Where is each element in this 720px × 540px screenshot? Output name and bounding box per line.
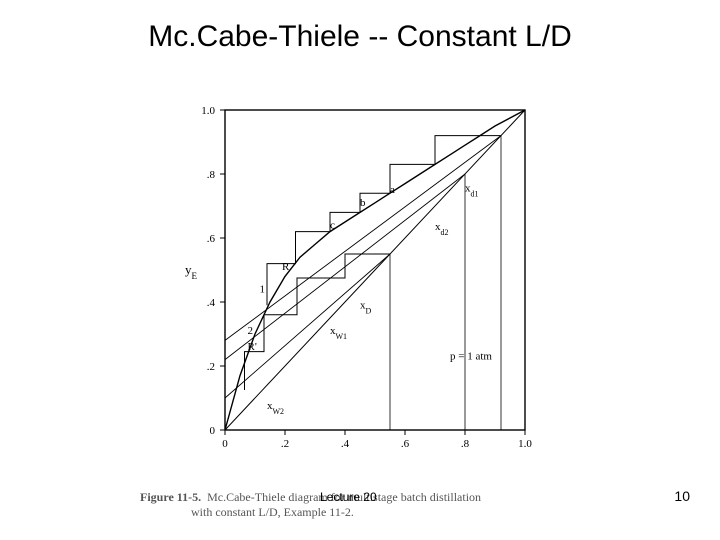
svg-text:xW1: xW1 bbox=[330, 325, 347, 341]
slide: Mc.Cabe-Thiele -- Constant L/D 0 .2 .4 .6 .8… bbox=[0, 0, 720, 540]
mccabe-thiele-chart: 0 .2 .4 .6 .8 1.0 0 .2 .4 .6 .8 1.0 yE p = 1 atm R R' 1 2… bbox=[170, 90, 570, 480]
svg-text:R: R bbox=[282, 261, 290, 273]
svg-text:.2: .2 bbox=[207, 361, 215, 373]
svg-text:a: a bbox=[390, 184, 395, 196]
svg-text:1.0: 1.0 bbox=[518, 438, 532, 450]
svg-text:xD: xD bbox=[360, 299, 372, 315]
svg-text:.4: .4 bbox=[207, 297, 216, 309]
svg-text:.8: .8 bbox=[207, 169, 216, 181]
svg-text:xd2: xd2 bbox=[435, 221, 449, 237]
slide-title: Mc.Cabe-Thiele -- Constant L/D bbox=[0, 20, 720, 54]
svg-text:0: 0 bbox=[210, 425, 216, 437]
svg-text:R': R' bbox=[248, 341, 257, 353]
svg-text:.8: .8 bbox=[461, 438, 470, 450]
figure-caption: Figure 11-5. Mc.Cabe-Thiele diagram for … bbox=[140, 490, 481, 520]
svg-text:xW2: xW2 bbox=[267, 400, 284, 416]
page-number: 10 bbox=[674, 488, 690, 504]
svg-text:.2: .2 bbox=[281, 438, 289, 450]
caption-line-2: with constant L/D, Example 11-2. bbox=[191, 505, 354, 519]
svg-text:.6: .6 bbox=[401, 438, 410, 450]
svg-text:2: 2 bbox=[248, 325, 254, 337]
svg-text:.4: .4 bbox=[341, 438, 350, 450]
svg-text:0: 0 bbox=[222, 438, 228, 450]
lecture-label: Lecture 20 bbox=[320, 490, 377, 504]
svg-text:xd1: xd1 bbox=[465, 183, 479, 199]
figure-number: Figure 11-5. bbox=[140, 490, 201, 504]
svg-text:1.0: 1.0 bbox=[201, 105, 215, 117]
svg-text:b: b bbox=[360, 197, 366, 209]
svg-text:c: c bbox=[330, 219, 335, 231]
svg-text:yE: yE bbox=[185, 262, 198, 281]
svg-text:p = 1 atm: p = 1 atm bbox=[450, 351, 492, 363]
svg-text:.6: .6 bbox=[207, 233, 216, 245]
svg-text:1: 1 bbox=[260, 283, 266, 295]
